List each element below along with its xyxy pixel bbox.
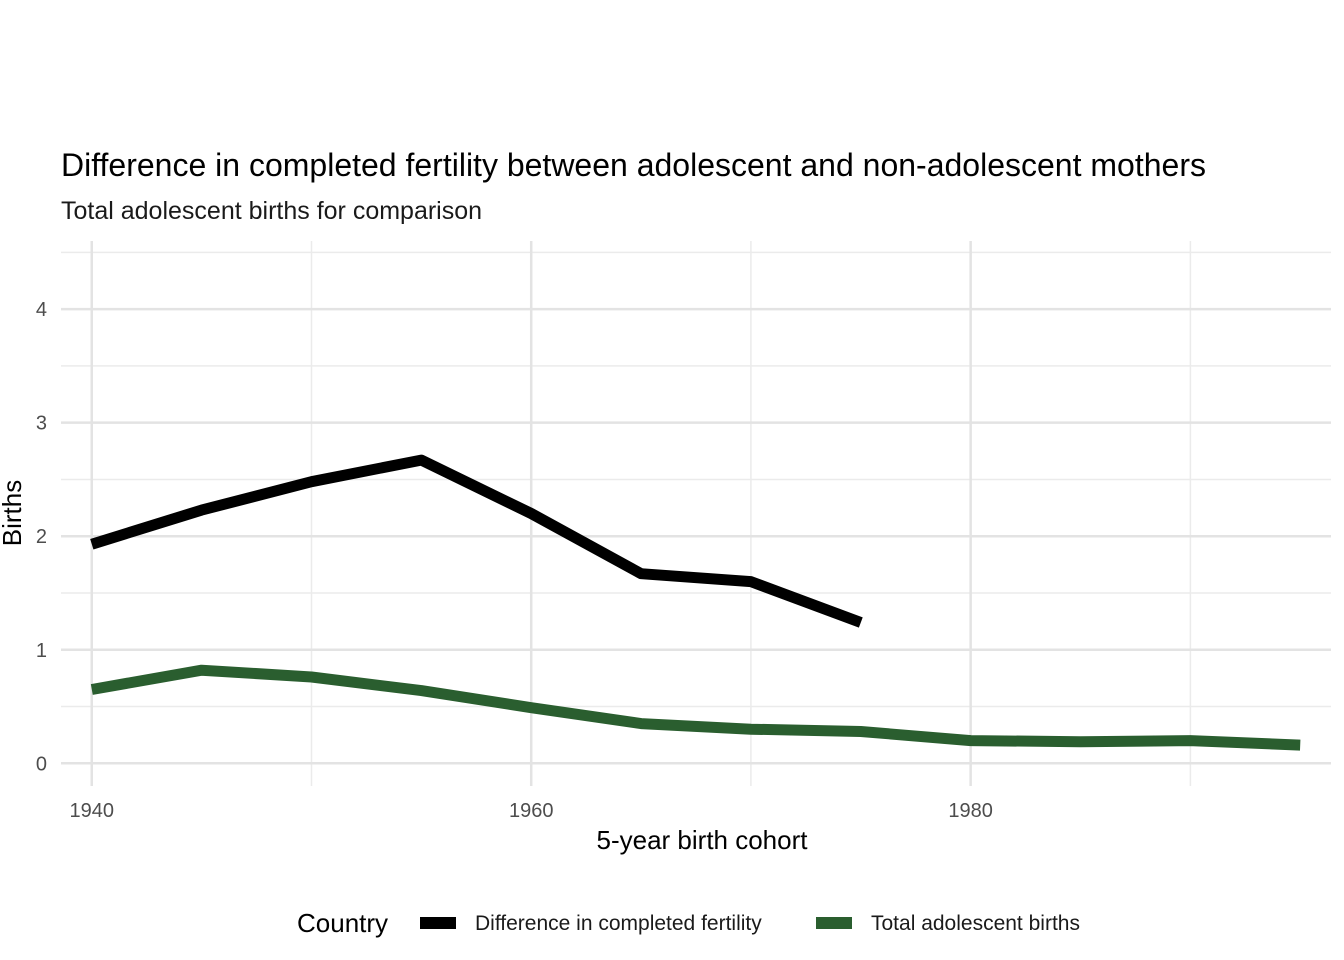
- legend: Country Difference in completed fertilit…: [297, 908, 1080, 938]
- legend-label-total: Total adolescent births: [871, 912, 1080, 935]
- series-line-1: [90, 664, 1301, 751]
- y-tick-label: 4: [36, 299, 47, 321]
- x-tick-label: 1980: [948, 800, 993, 822]
- legend-key-total: [816, 917, 852, 929]
- y-axis-title: Births: [0, 480, 27, 546]
- chart-title: Difference in completed fertility betwee…: [61, 147, 1206, 183]
- legend-title: Country: [297, 908, 388, 938]
- y-tick-label: 3: [36, 413, 47, 435]
- legend-label-difference: Difference in completed fertility: [475, 912, 762, 935]
- ticks: 1940 1960 1980 0 1 2 3 4: [36, 299, 993, 822]
- x-tick-label: 1940: [70, 800, 115, 822]
- x-axis-title: 5-year birth cohort: [597, 825, 809, 855]
- y-tick-label: 2: [36, 526, 47, 548]
- y-tick-label: 0: [36, 753, 47, 775]
- series-line-0: [90, 454, 863, 628]
- x-tick-label: 1960: [509, 800, 554, 822]
- legend-key-difference: [420, 917, 456, 929]
- y-tick-label: 1: [36, 640, 47, 662]
- grid: [61, 241, 1331, 786]
- chart-subtitle: Total adolescent births for comparison: [61, 197, 482, 225]
- series-layer: [90, 454, 1301, 751]
